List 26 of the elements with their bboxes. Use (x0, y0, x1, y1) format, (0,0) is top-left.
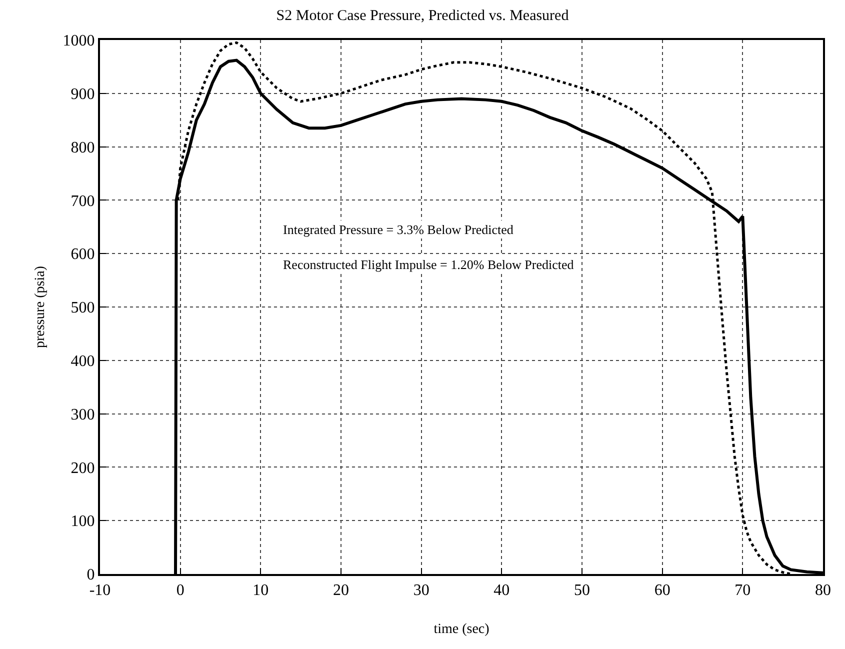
y-tick-label: 100 (70, 513, 95, 530)
x-tick-label: 30 (413, 582, 430, 600)
annotation: Integrated Pressure = 3.3% Below Predicted (283, 222, 514, 237)
x-tick-label: 20 (333, 582, 349, 600)
y-axis-title: pressure (psia) (32, 266, 48, 348)
x-tick-label: -10 (89, 582, 111, 600)
chart-title: S2 Motor Case Pressure, Predicted vs. Measured (276, 8, 570, 24)
y-tick-label: 200 (70, 460, 95, 477)
x-tick-label: 60 (654, 582, 670, 600)
x-tick-label: 0 (176, 582, 184, 600)
x-axis-title: time (sec) (434, 622, 490, 637)
y-tick-label: 1000 (62, 32, 95, 50)
y-tick-label: 400 (70, 353, 95, 370)
x-tick-label: 50 (574, 582, 590, 600)
x-tick-label: 70 (734, 582, 751, 600)
y-tick-label: 500 (70, 300, 95, 317)
y-tick-label: 900 (70, 86, 95, 103)
x-tick-label: 80 (815, 582, 831, 600)
y-tick-label: 600 (70, 246, 95, 264)
y-tick-label: 300 (70, 406, 95, 424)
annotation: Reconstructed Flight Impulse = 1.20% Below Predicted (283, 257, 574, 272)
y-tick-label: 0 (86, 566, 95, 584)
y-tick-label: 700 (70, 192, 95, 210)
x-tick-label: 40 (494, 582, 510, 600)
x-tick-label: 10 (252, 582, 269, 600)
y-tick-label: 800 (70, 139, 95, 156)
